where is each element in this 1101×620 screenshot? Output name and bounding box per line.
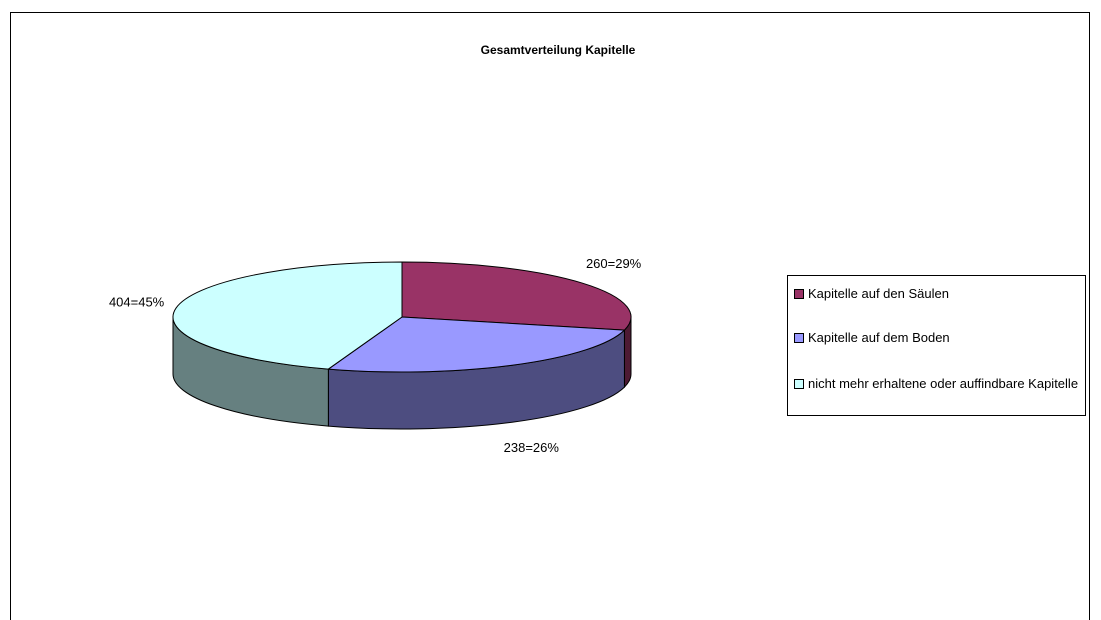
chart-title: Gesamtverteilung Kapitelle [481, 43, 636, 57]
slice [172, 261, 403, 370]
legend-item: Kapitelle auf den Säulen [794, 286, 1084, 303]
legend-item: nicht mehr erhaltene oder auffindbare Ka… [794, 376, 1084, 393]
legend-item: Kapitelle auf dem Boden [794, 330, 1084, 347]
data-label: 404=45% [109, 295, 165, 310]
data-label: 260=29% [586, 256, 642, 271]
legend-swatch [794, 379, 804, 389]
legend-swatch [794, 289, 804, 299]
legend-label: nicht mehr erhaltene oder auffindbare Ka… [808, 376, 1079, 391]
legend-swatch [794, 333, 804, 343]
slice [326, 316, 626, 373]
legend-label: Kapitelle auf den Säulen [808, 286, 949, 301]
chart-frame [10, 12, 1090, 620]
data-label: 238=26% [504, 440, 560, 455]
slice [401, 261, 632, 331]
legend: Kapitelle auf den Säulen Kapitelle auf de… [787, 275, 1086, 416]
legend-label: Kapitelle auf dem Boden [808, 330, 950, 345]
